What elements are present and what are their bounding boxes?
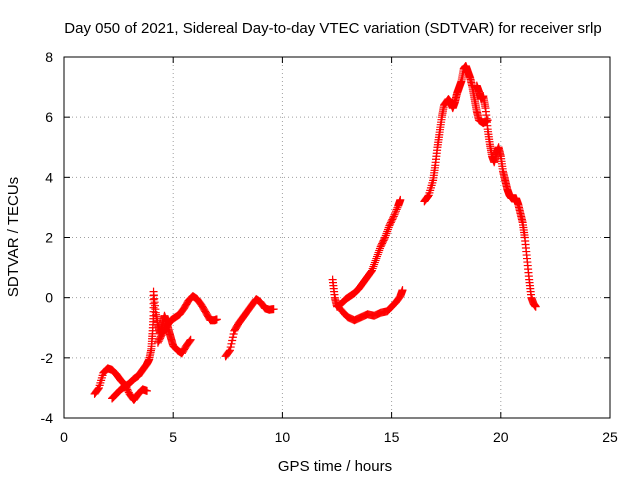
- data-series-sdtvar: [90, 62, 540, 404]
- y-tick-label: 2: [45, 230, 53, 246]
- data-point: [396, 195, 405, 204]
- data-point: [391, 208, 400, 217]
- data-point: [368, 264, 377, 273]
- data-point: [373, 252, 382, 261]
- data-point: [370, 260, 379, 269]
- data-point: [391, 207, 400, 216]
- axis-ticks: 0 5 10 15 20 25 -4 -2 0 2 4 6 8: [41, 49, 618, 445]
- x-tick-label: 0: [60, 429, 68, 445]
- data-point: [392, 205, 401, 214]
- x-axis-label: GPS time / hours: [278, 458, 392, 475]
- data-point: [224, 348, 233, 357]
- y-axis-label: SDTVAR / TECUs: [5, 177, 22, 297]
- data-point: [185, 337, 194, 346]
- data-point: [375, 244, 384, 253]
- y-tick-label: -2: [41, 350, 54, 366]
- data-point: [381, 231, 390, 240]
- data-point: [372, 254, 381, 263]
- data-point: [423, 193, 432, 202]
- x-tick-label: 25: [602, 429, 618, 445]
- x-tick-label: 15: [384, 429, 400, 445]
- data-point: [369, 262, 378, 271]
- x-tick-label: 20: [493, 429, 509, 445]
- x-tick-label: 5: [169, 429, 177, 445]
- data-point: [212, 315, 221, 324]
- data-point: [389, 212, 398, 221]
- data-point: [186, 335, 195, 344]
- data-point: [424, 192, 432, 201]
- data-point: [93, 385, 102, 394]
- data-point: [383, 227, 392, 236]
- y-tick-label: 6: [45, 109, 53, 125]
- data-point: [225, 347, 234, 356]
- x-tick-label: 10: [275, 429, 291, 445]
- data-point: [398, 286, 407, 295]
- y-tick-label: -4: [41, 410, 54, 426]
- data-point: [142, 386, 151, 395]
- y-tick-label: 0: [45, 290, 53, 306]
- data-point: [390, 210, 399, 219]
- chart-title: Day 050 of 2021, Sidereal Day-to-day VTE…: [64, 20, 601, 37]
- y-tick-label: 4: [45, 169, 53, 185]
- data-point: [373, 250, 382, 259]
- data-point: [94, 384, 103, 393]
- data-point: [269, 305, 278, 314]
- data-point: [531, 302, 540, 311]
- data-point: [382, 229, 391, 238]
- data-point: [375, 246, 384, 255]
- data-point: [383, 225, 392, 234]
- data-point: [371, 256, 380, 265]
- data-point: [380, 235, 389, 244]
- data-point: [185, 336, 194, 345]
- data-point: [370, 258, 379, 267]
- data-point: [366, 268, 375, 277]
- data-point: [367, 266, 376, 275]
- data-point: [384, 223, 393, 232]
- data-point: [381, 233, 390, 242]
- data-point: [374, 248, 383, 257]
- y-tick-label: 8: [45, 49, 53, 65]
